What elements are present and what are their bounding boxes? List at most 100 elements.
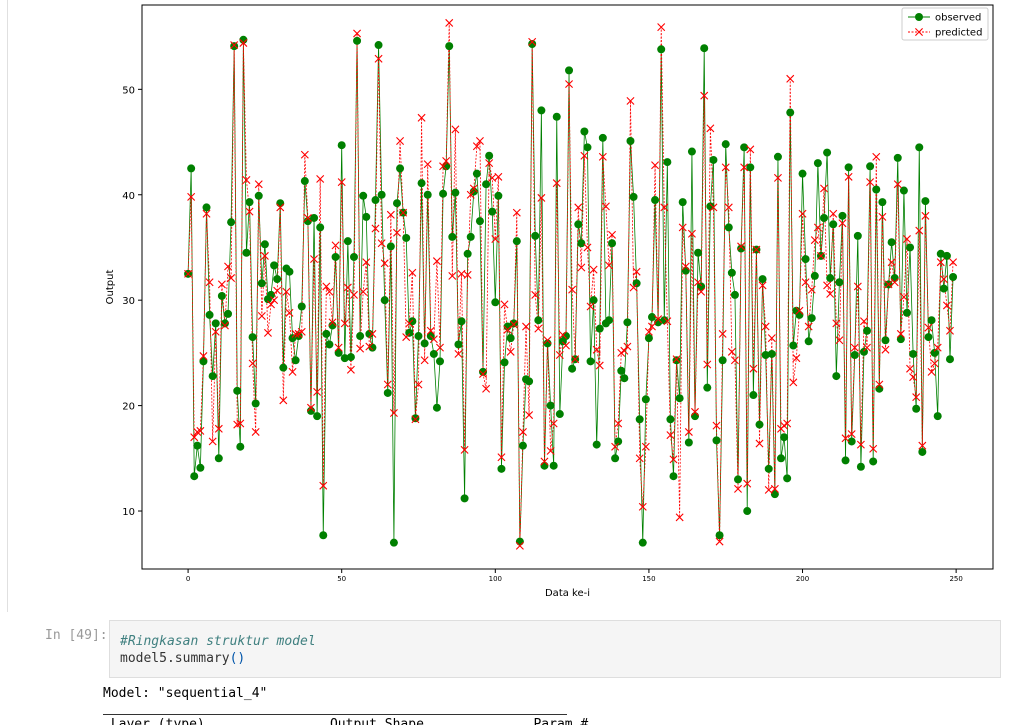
predicted-point <box>746 145 755 154</box>
observed-point <box>777 454 786 463</box>
observed-point <box>853 231 862 240</box>
predicted-point <box>525 411 534 420</box>
predicted-point <box>331 241 340 250</box>
observed-point <box>392 199 401 208</box>
observed-point <box>795 310 804 319</box>
observed-point <box>303 217 312 226</box>
observed-point <box>847 437 856 446</box>
observed-point <box>479 367 488 376</box>
predicted-point <box>681 262 690 271</box>
predicted-point <box>675 513 684 522</box>
predicted-point <box>604 261 613 270</box>
predicted-point <box>826 289 835 298</box>
predicted-point <box>512 208 521 217</box>
predicted-point <box>635 454 644 463</box>
predicted-point <box>620 346 629 355</box>
predicted-point <box>657 23 666 32</box>
code-cell-editor[interactable]: #Ringkasan struktur model model5.summary… <box>109 620 1001 678</box>
observed-point <box>715 531 724 540</box>
observed-point <box>614 437 623 446</box>
observed-point <box>706 202 715 211</box>
observed-point <box>611 454 620 463</box>
observed-point <box>813 159 822 168</box>
observed-point <box>279 363 288 372</box>
predicted-point <box>442 157 451 166</box>
predicted-point <box>611 442 620 451</box>
predicted-point <box>276 203 285 212</box>
predicted-point <box>859 317 868 326</box>
predicted-point <box>933 343 942 352</box>
observed-point <box>933 412 942 421</box>
observed-point <box>199 357 208 366</box>
observed-point <box>761 350 770 359</box>
observed-point <box>945 355 954 364</box>
predicted-point <box>263 328 272 337</box>
predicted-point <box>697 287 706 296</box>
predicted-point <box>626 96 635 105</box>
predicted-point <box>734 484 742 493</box>
observed-point <box>552 112 561 121</box>
predicted-point <box>531 290 540 299</box>
observed-point <box>832 372 841 381</box>
input-prompt: In [49]: <box>45 628 108 643</box>
observed-point <box>196 463 205 472</box>
observed-point <box>734 475 743 484</box>
predicted-point <box>930 359 939 368</box>
predicted-point <box>463 270 472 279</box>
observed-point <box>939 284 948 293</box>
predicted-point <box>558 330 567 339</box>
observed-point <box>356 332 365 341</box>
observed-point <box>807 314 816 323</box>
observed-point <box>202 203 211 212</box>
observed-point <box>786 108 795 117</box>
legend-observed-marker <box>915 13 923 21</box>
observed-point <box>482 180 491 189</box>
predicted-point <box>801 278 810 287</box>
observed-point <box>727 268 736 277</box>
observed-point <box>405 328 414 337</box>
predicted-point <box>614 419 623 428</box>
observed-point <box>893 153 902 162</box>
observed-point <box>936 249 945 258</box>
predicted-point <box>921 211 930 220</box>
predicted-point <box>660 203 669 212</box>
predicted-line <box>187 22 954 546</box>
observed-point <box>856 462 865 471</box>
model-name-output: Model: "sequential_4" <box>103 686 268 701</box>
observed-point <box>485 151 494 160</box>
observed-point <box>273 275 282 284</box>
observed-point <box>472 169 481 178</box>
observed-point <box>866 162 875 171</box>
observed-point <box>343 237 352 246</box>
observed-point <box>623 318 632 327</box>
predicted-point <box>906 364 915 373</box>
predicted-point <box>322 282 331 291</box>
observed-point <box>457 317 466 326</box>
predicted-point <box>479 369 488 378</box>
code-paren: () <box>229 651 246 666</box>
observed-point <box>663 158 672 167</box>
predicted-point <box>700 91 709 100</box>
observed-point <box>245 198 254 207</box>
observed-point <box>930 348 939 357</box>
observed-point <box>743 507 752 516</box>
predicted-point <box>899 293 908 302</box>
observed-point <box>190 472 199 481</box>
predicted-point <box>377 239 386 248</box>
predicted-point <box>942 301 951 310</box>
observed-point <box>353 36 362 45</box>
predicted-point <box>190 433 199 442</box>
cell-divider <box>7 0 8 612</box>
observed-point <box>429 349 438 358</box>
observed-point <box>764 464 773 473</box>
predicted-point <box>211 327 220 336</box>
predicted-point <box>546 446 555 455</box>
predicted-point <box>712 421 721 430</box>
predicted-point <box>872 152 881 161</box>
observed-point <box>694 248 703 257</box>
predicted-point <box>482 384 491 393</box>
observed-point <box>927 316 936 325</box>
predicted-point <box>310 255 319 264</box>
predicted-point <box>475 137 484 145</box>
predicted-point <box>328 318 337 327</box>
